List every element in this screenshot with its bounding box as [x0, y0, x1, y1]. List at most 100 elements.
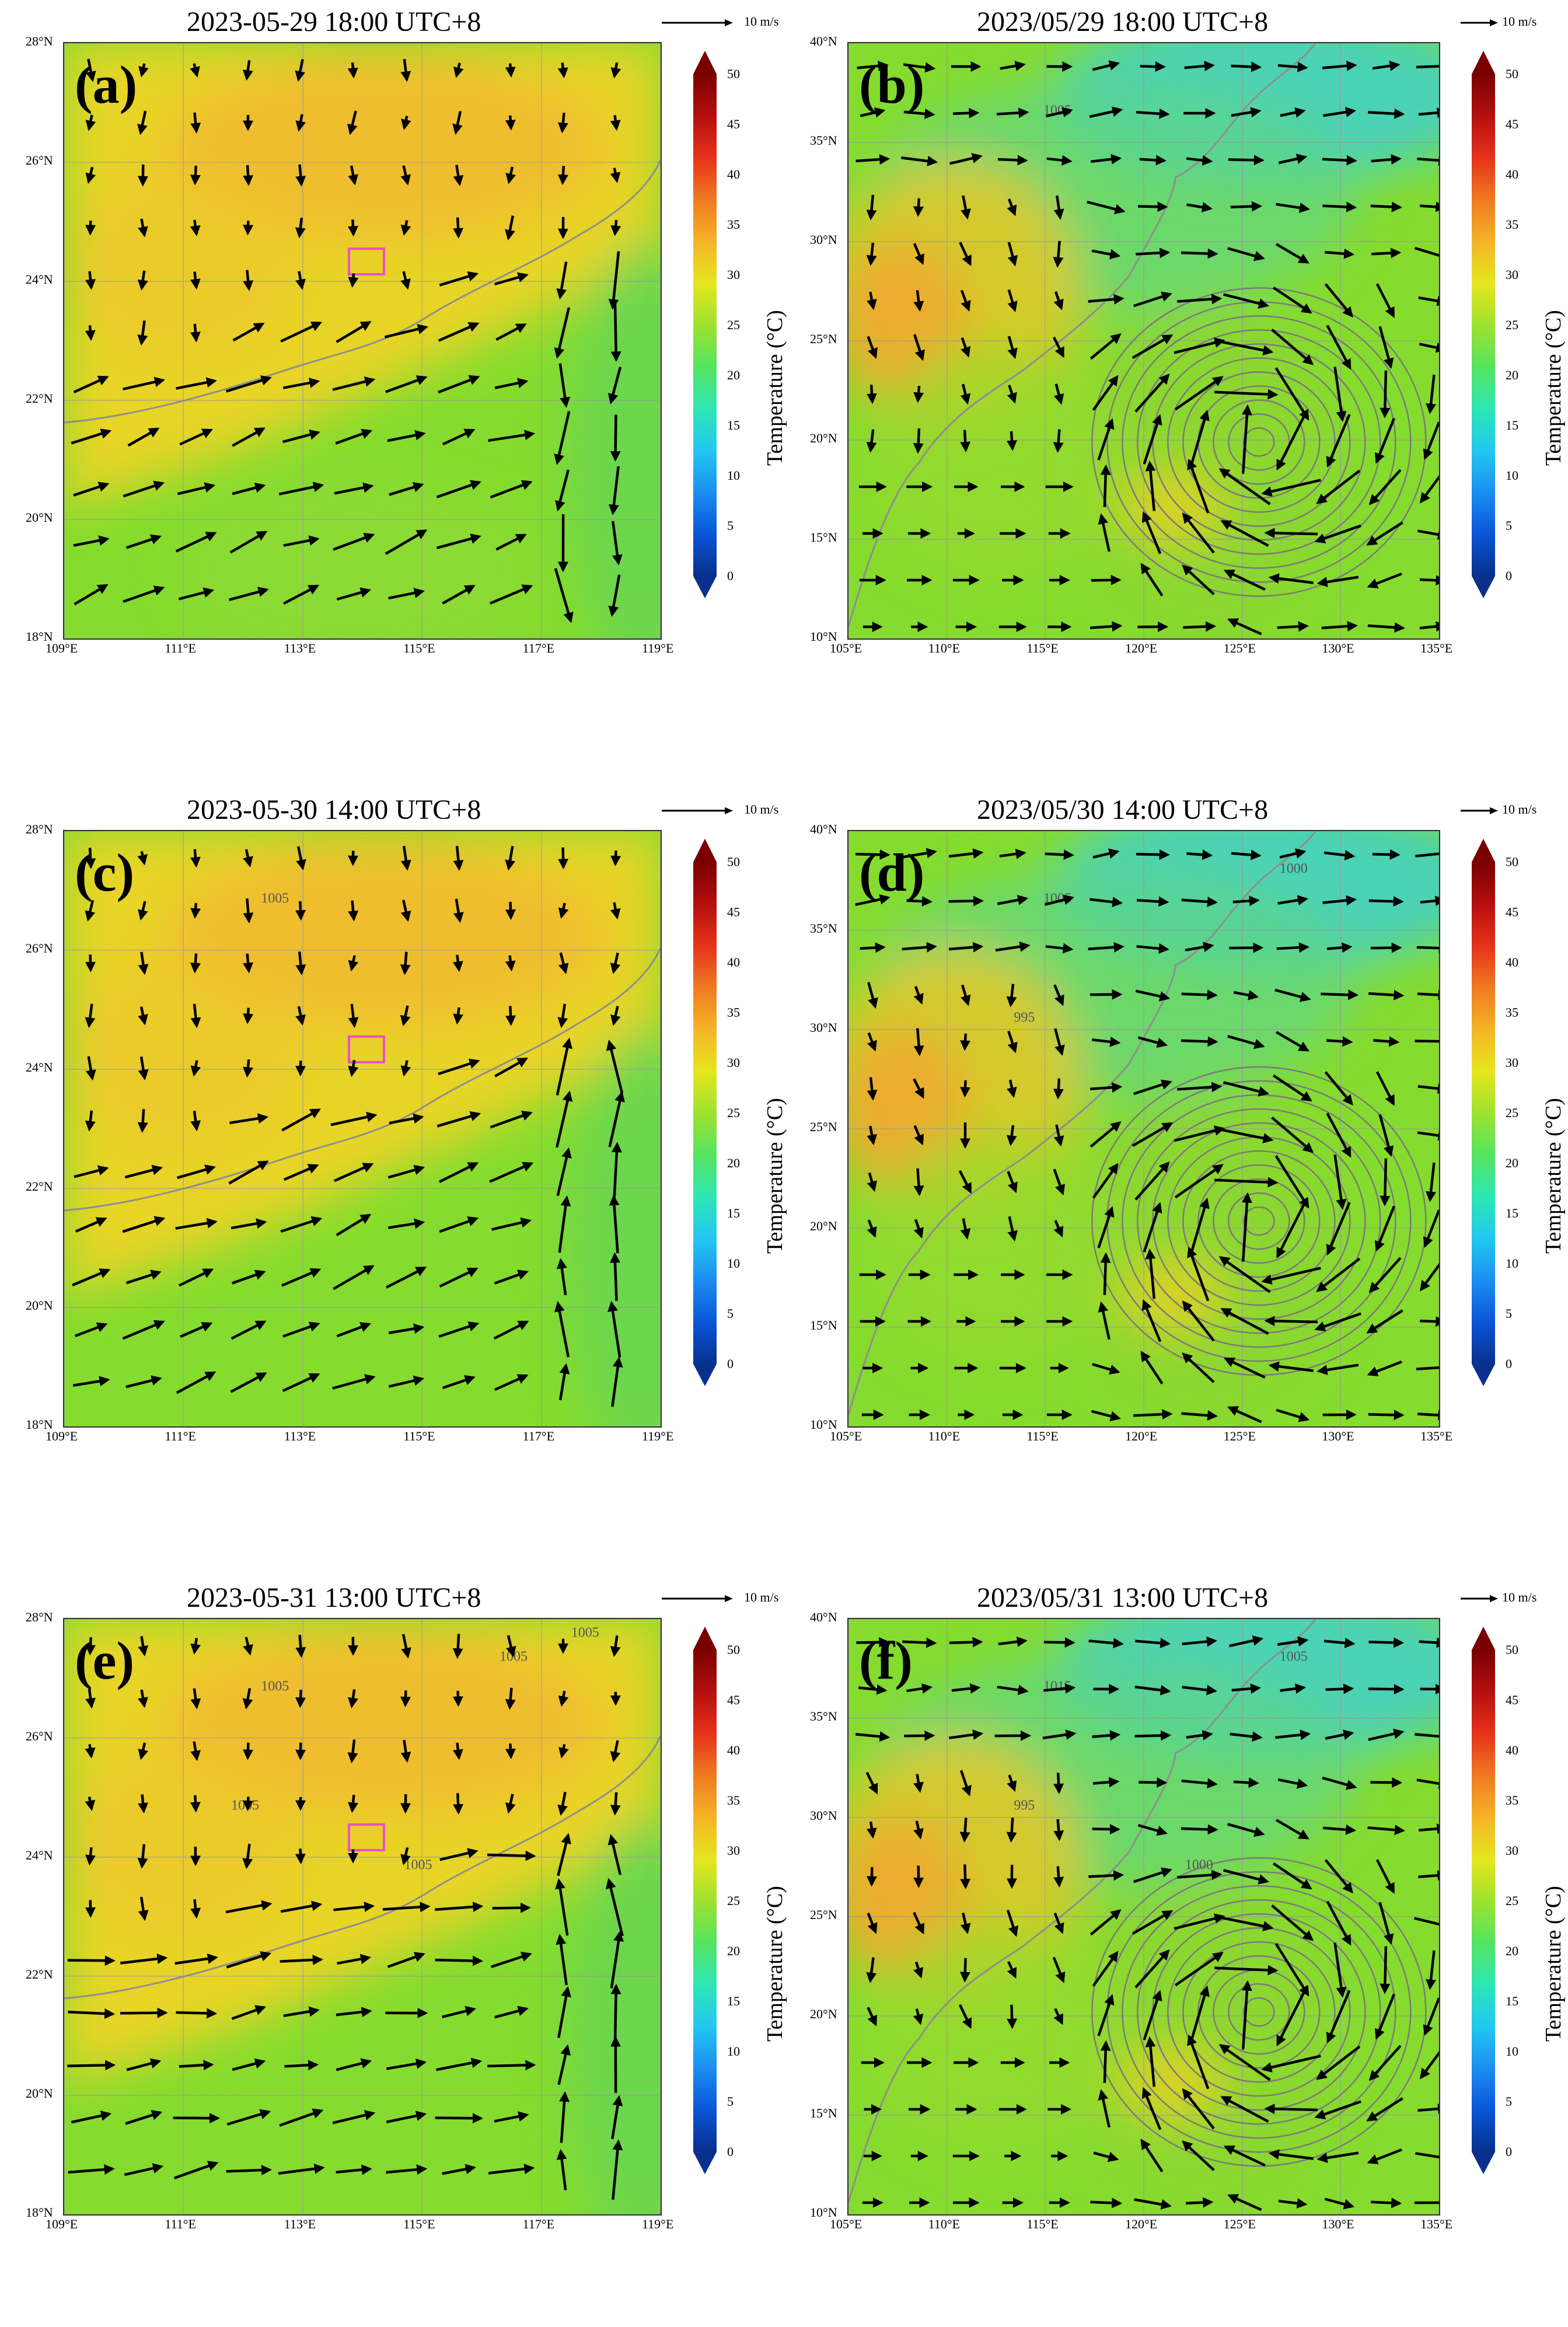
wind-arrow	[1385, 1946, 1386, 1992]
wind-arrow	[248, 221, 249, 233]
wind-arrow	[487, 1855, 534, 1856]
wind-arrow	[1415, 1041, 1439, 1042]
wind-arrow	[90, 271, 92, 288]
wind-arrow	[90, 1745, 92, 1757]
wind-arrow	[1266, 1321, 1318, 1322]
lon-tick-label: 115°E	[1026, 2217, 1058, 2232]
colorbar-tick: 45	[1506, 905, 1518, 920]
wind-arrow	[1181, 1041, 1216, 1042]
wind-arrow	[1011, 1817, 1013, 1840]
temperature-field: 1005	[64, 831, 661, 1426]
reference-arrow	[659, 14, 735, 32]
wind-arrow	[1417, 947, 1439, 948]
wind-arrow	[435, 1960, 481, 1961]
colorbar-tick: 15	[727, 1994, 740, 2009]
lat-tick-label: 24°N	[26, 1060, 53, 1075]
colorbar-tick: 15	[1506, 418, 1518, 433]
colorbar	[693, 839, 722, 1387]
wind-arrow	[1368, 1414, 1402, 1415]
wind-arrow	[457, 1743, 459, 1758]
colorbar-tick: 10	[1506, 2044, 1518, 2059]
wind-arrow	[247, 165, 249, 184]
reference-label: 10 m/s	[1502, 1590, 1536, 1605]
wind-arrow	[1385, 1159, 1386, 1204]
lat-tick-label: 22°N	[26, 1179, 53, 1194]
isobar-label: 995	[1014, 1010, 1035, 1025]
wind-arrow	[615, 1986, 616, 2040]
wind-arrow	[1058, 1819, 1060, 1839]
lat-tick-label: 28°N	[26, 822, 53, 837]
wind-arrow	[1058, 430, 1060, 451]
wind-arrow	[1373, 1040, 1397, 1042]
map-area: 1005	[847, 42, 1440, 640]
isobar-label: 1005	[500, 1649, 528, 1664]
lat-tick-label: 30°N	[810, 1808, 837, 1823]
wind-arrow	[1058, 1079, 1059, 1097]
colorbar-tick: 30	[727, 1843, 740, 1858]
wind-arrow	[1181, 1829, 1216, 1830]
colorbar-tick: 10	[1506, 1256, 1518, 1271]
wind-arrow	[1088, 1875, 1122, 1877]
colorbar-tick: 50	[727, 1642, 740, 1658]
colorbar-label: Temperature (°C)	[1541, 1886, 1566, 2042]
wind-arrow	[90, 221, 91, 233]
lat-tick-label: 26°N	[26, 153, 53, 168]
wind-arrow	[1139, 1782, 1165, 1783]
lat-tick-label: 30°N	[810, 1020, 837, 1035]
colorbar-tick: 5	[727, 518, 734, 533]
wind-arrow	[458, 1691, 459, 1705]
colorbar	[1472, 51, 1501, 599]
colorbar-tick: 50	[727, 67, 740, 82]
wind-arrow	[352, 901, 354, 919]
wind-arrow	[1321, 994, 1356, 995]
wind-arrow	[615, 220, 616, 234]
colorbar-tick: 50	[727, 854, 740, 870]
panel-letter: (b)	[859, 54, 924, 116]
reference-label: 10 m/s	[744, 802, 778, 817]
wind-arrow	[1092, 1829, 1119, 1830]
colorbar-label: Temperature (°C)	[1541, 1098, 1566, 1254]
colorbar	[1472, 1627, 1501, 2175]
isobar-label: 1005	[231, 1798, 259, 1813]
colorbar-tick: 25	[727, 1105, 740, 1121]
colorbar-tick: 30	[727, 267, 740, 282]
lon-tick-label: 113°E	[284, 2217, 316, 2232]
colorbar-tick: 0	[727, 568, 734, 584]
lat-tick-label: 20°N	[810, 1219, 837, 1234]
wind-arrow	[1368, 1642, 1402, 1643]
panel-title: 2023/05/31 13:00 UTC+8	[977, 1582, 1268, 1614]
temperature-field	[64, 43, 661, 639]
wind-arrow	[562, 113, 564, 131]
wind-arrow	[280, 1959, 322, 1961]
lat-tick-label: 15°N	[810, 2106, 837, 2121]
colorbar-tick: 50	[1506, 1642, 1518, 1658]
isobar-label: 1005	[261, 891, 289, 906]
wind-arrow	[1371, 253, 1399, 254]
wind-arrow	[997, 112, 1027, 114]
lat-tick-label: 18°N	[26, 1417, 53, 1432]
lat-tick-label: 35°N	[810, 921, 837, 936]
wind-arrow	[300, 901, 301, 919]
wind-arrow	[1011, 431, 1012, 449]
wind-arrow	[1133, 1414, 1171, 1416]
wind-arrow	[1266, 533, 1318, 534]
lon-tick-label: 110°E	[928, 2217, 960, 2232]
wind-arrow	[458, 1634, 459, 1656]
wind-arrow	[90, 1900, 91, 1916]
wind-arrow	[1134, 1735, 1169, 1736]
wind-arrow	[871, 385, 872, 402]
colorbar-tick: 30	[1506, 1055, 1518, 1070]
wind-arrow	[563, 166, 564, 183]
lat-tick-label: 25°N	[810, 1907, 837, 1923]
panel-title: 2023-05-30 14:00 UTC+8	[187, 794, 481, 826]
isobar-label: 1005	[1280, 1649, 1308, 1664]
wind-arrow	[142, 1109, 144, 1131]
colorbar-tick: 20	[727, 1156, 740, 1171]
wind-arrow	[949, 901, 982, 902]
wind-arrow	[1044, 1642, 1073, 1643]
wind-arrow	[247, 1796, 248, 1809]
colorbar-tick: 30	[1506, 1843, 1518, 1858]
